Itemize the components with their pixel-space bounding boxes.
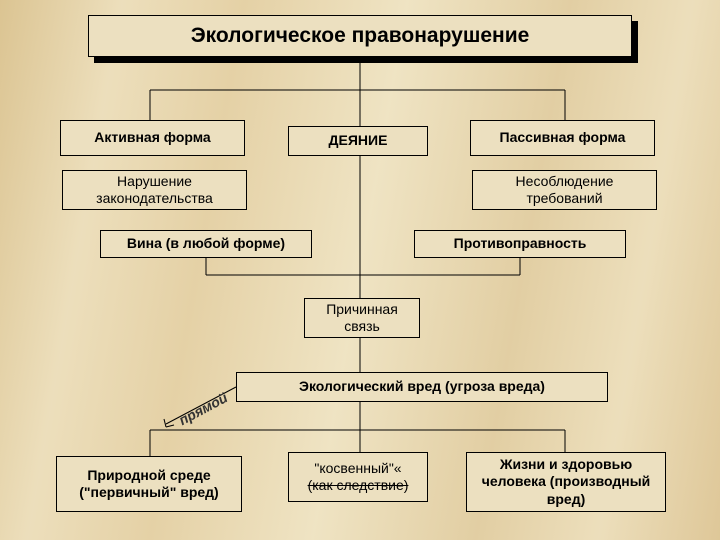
indirect-line1: "косвенный"« [314, 460, 401, 478]
passive-form-box: Пассивная форма [470, 120, 655, 156]
deyanie-box: ДЕЯНИЕ [288, 126, 428, 156]
indirect-harm-box: "косвенный"« (как следствие) [288, 452, 428, 502]
violation-box: Нарушение законодательства [62, 170, 247, 210]
causal-link-box: Причинная связь [304, 298, 420, 338]
title-box: Экологическое правонарушение [88, 15, 632, 57]
life-health-box: Жизни и здоровью человека (производный в… [466, 452, 666, 512]
guilt-box: Вина (в любой форме) [100, 230, 312, 258]
indirect-line2: (как следствие) [308, 477, 409, 495]
noncompliance-box: Несоблюдение требований [472, 170, 657, 210]
illegality-box: Противоправность [414, 230, 626, 258]
direct-label: прямой [176, 389, 230, 428]
ecological-harm-box: Экологический вред (угроза вреда) [236, 372, 608, 402]
primary-harm-box: Природной среде ("первичный" вред) [56, 456, 242, 512]
active-form-box: Активная форма [60, 120, 245, 156]
